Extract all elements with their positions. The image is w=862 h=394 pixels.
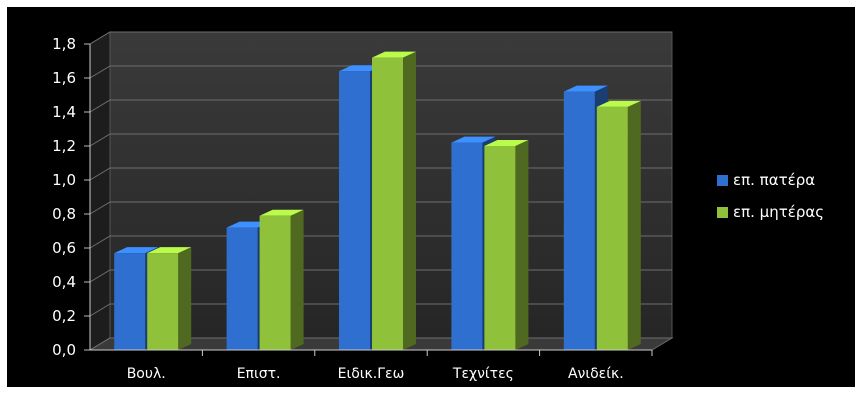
x-tick-label: Ανιδείκ. [568,366,624,382]
bar-front [484,146,516,350]
x-tick-label: Επιστ. [237,366,281,382]
gridline [89,133,672,147]
bar-side [290,209,304,350]
bar [372,51,416,350]
x-tick-label: Βουλ. [127,366,166,382]
bar-top [259,209,304,216]
gridline [89,99,672,113]
legend-label: επ. μητέρας [733,203,824,221]
bar-side [627,100,641,351]
bar-front [259,215,291,350]
bar-front [596,106,628,351]
legend-entry: επ. μητέρας [717,203,824,221]
bar-front [451,142,483,350]
bar-side [515,140,529,350]
bar-front [563,91,595,350]
x-tick-label: Τεχνίτες [452,366,514,382]
bar-top [451,136,496,143]
y-tick-label: 1,4 [52,103,76,121]
bar [147,247,192,350]
bar-front [147,253,179,350]
bar [259,209,304,350]
bar-front [114,253,146,350]
y-tick-label: 0,0 [52,341,76,359]
chart-canvas: 0,0 0,2 0,4 0,6 0,8 1,0 1,2 1,4 1,6 1,8 Βουλ. Επιστ… [7,7,855,387]
y-tick-label: 1,0 [52,171,76,189]
y-tick-label: 0,8 [52,205,76,223]
x-tick-label: Ειδικ.Γεω [338,366,405,382]
bar-side [403,51,416,350]
bar-top [596,100,641,107]
bar-side [178,247,192,350]
legend-label: επ. πατέρα [733,171,815,189]
y-tick-label: 1,6 [52,69,76,87]
gridline [89,31,672,45]
y-tick-label: 1,2 [52,137,76,155]
y-tick-label: 1,8 [52,35,76,53]
y-tick-label: 0,6 [52,239,76,257]
gridline [89,65,672,79]
y-tick-label: 0,4 [52,273,76,291]
plot-side-wall [89,31,111,351]
bar-front [339,71,370,350]
bar-chart: 0,0 0,2 0,4 0,6 0,8 1,0 1,2 1,4 1,6 1,8 Βουλ. Επιστ… [52,31,824,382]
bar-top [114,247,159,254]
legend-swatch [717,175,728,186]
bar-top [484,140,529,146]
y-tick-label: 0,2 [52,307,76,325]
bar-top [147,247,192,254]
bar [596,100,641,351]
bar-top [372,51,416,58]
legend-entry: επ. πατέρα [717,171,815,189]
bar-front [226,227,258,350]
bar-top [563,85,608,92]
legend-swatch [717,207,728,218]
bar [484,140,529,350]
bar-front [372,57,403,350]
